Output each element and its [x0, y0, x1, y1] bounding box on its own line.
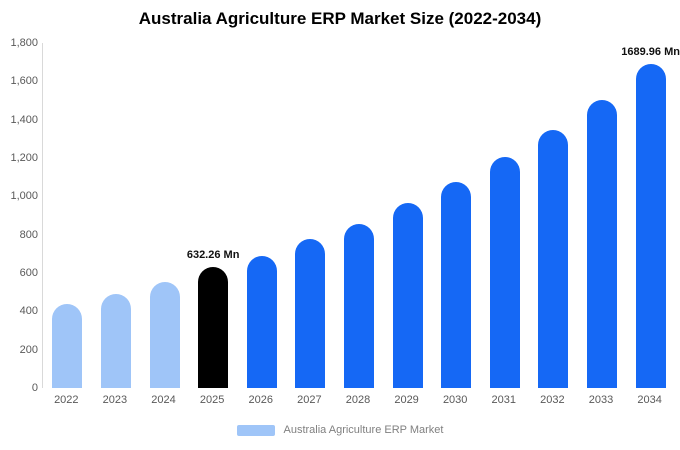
bar-2025: [198, 266, 229, 388]
bar-2032: [538, 130, 569, 388]
x-tick-2026: 2026: [248, 394, 273, 406]
y-tick-1600: 1,600: [10, 75, 38, 88]
plot-area: 632.26 Mn 1689.96 Mn: [42, 43, 680, 388]
chart-title: Australia Agriculture ERP Market Size (2…: [138, 9, 542, 28]
x-tick-2034: 2034: [637, 394, 662, 406]
x-tick-2027: 2027: [297, 394, 322, 406]
bar-2033: [587, 99, 617, 388]
bar-2034: [635, 64, 666, 388]
y-tick-1800: 1,800: [10, 37, 38, 49]
bar-2024: [149, 281, 180, 388]
bar-column-2029: [383, 43, 432, 388]
x-tick-2025: 2025: [199, 394, 225, 406]
bar-2029: [392, 203, 423, 388]
bar-2030: [441, 181, 472, 388]
legend: Australia Agriculture ERP Market: [0, 424, 680, 436]
bar-column-2031: [480, 43, 529, 388]
bar-column-2032: [529, 43, 578, 388]
bar-column-2022: [43, 43, 92, 388]
x-tick-2024: 2024: [151, 394, 176, 406]
x-axis: 2022 2023 2024 2025 2026 2027 2028 2029 2030 2031…: [42, 394, 674, 406]
bar-column-2028: [335, 43, 384, 388]
y-tick-600: 600: [19, 267, 38, 279]
legend-swatch: [236, 424, 275, 436]
x-tick-2030: 2030: [442, 394, 468, 406]
y-tick-1400: 1,400: [10, 113, 38, 126]
bar-2027: [295, 239, 326, 388]
y-tick-800: 800: [19, 228, 38, 241]
x-tick-2029: 2029: [394, 394, 419, 406]
y-tick-1000: 1,000: [10, 190, 38, 203]
bar-2031: [489, 157, 520, 388]
y-tick-1200: 1,200: [10, 152, 38, 164]
bar-column-2030: [432, 43, 481, 388]
x-tick-2033: 2033: [588, 394, 614, 406]
x-tick-2022: 2022: [54, 394, 79, 406]
bar-2022: [52, 303, 83, 388]
bar-column-2023: [92, 43, 141, 388]
bar-2023: [100, 294, 131, 388]
y-axis: 0 200 400 600 800 1,000 1,200 1,400 1,600 1,800: [0, 37, 38, 394]
bar-column-2027: [286, 43, 335, 388]
legend-label: Australia Agriculture ERP Market: [283, 424, 444, 436]
x-tick-2032: 2032: [540, 394, 565, 406]
bar-value-label-2025: 632.26 Mn: [186, 248, 240, 261]
bar-2028: [343, 224, 374, 388]
x-tick-2031: 2031: [491, 394, 517, 406]
bar-column-2025: 632.26 Mn: [186, 43, 240, 388]
bar-2026: [246, 255, 277, 388]
bar-column-2033: [578, 43, 627, 388]
x-tick-2028: 2028: [345, 394, 371, 406]
bar-column-2024: [140, 43, 189, 388]
bar-column-2026: [237, 43, 286, 388]
y-tick-200: 200: [19, 343, 38, 356]
bar-column-2034: 1689.96 Mn: [621, 43, 680, 388]
y-tick-0: 0: [31, 382, 38, 394]
y-tick-400: 400: [19, 305, 38, 318]
bar-value-label-2034: 1689.96 Mn: [621, 46, 680, 59]
x-tick-2023: 2023: [102, 394, 128, 406]
